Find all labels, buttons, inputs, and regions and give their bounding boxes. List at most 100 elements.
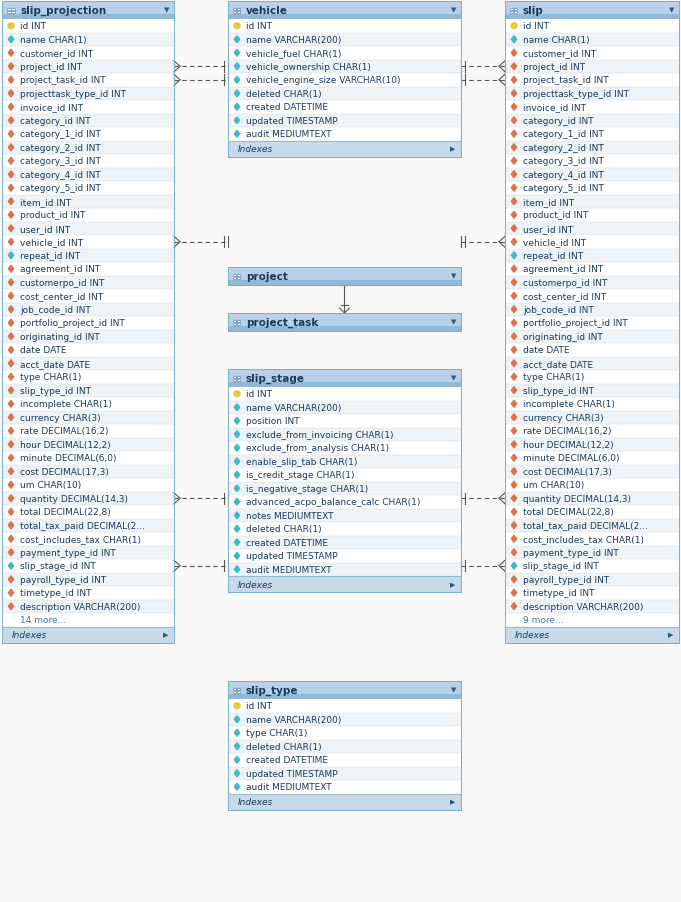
Text: ▼: ▼ <box>452 319 457 326</box>
Polygon shape <box>8 536 14 543</box>
Text: type CHAR(1): type CHAR(1) <box>246 729 307 738</box>
Bar <box>2 74 174 87</box>
Text: um CHAR(10): um CHAR(10) <box>523 481 584 490</box>
Text: portfolio_project_id INT: portfolio_project_id INT <box>523 319 628 328</box>
Text: project_task_id INT: project_task_id INT <box>523 76 609 85</box>
Polygon shape <box>8 78 14 84</box>
Bar <box>228 388 461 401</box>
Bar <box>2 330 174 344</box>
Text: vehicle_fuel CHAR(1): vehicle_fuel CHAR(1) <box>246 50 341 59</box>
Text: id INT: id INT <box>246 702 272 711</box>
Polygon shape <box>234 539 240 546</box>
Text: payroll_type_id INT: payroll_type_id INT <box>20 575 106 584</box>
Polygon shape <box>234 90 240 97</box>
Bar <box>228 681 461 810</box>
Polygon shape <box>8 400 14 408</box>
Bar <box>2 317 174 330</box>
Text: customer_id INT: customer_id INT <box>20 50 93 59</box>
Text: quantity DECIMAL(14,3): quantity DECIMAL(14,3) <box>20 494 128 503</box>
Text: category_2_id INT: category_2_id INT <box>20 143 101 152</box>
Bar <box>228 794 461 810</box>
Text: timetype_id INT: timetype_id INT <box>20 589 91 598</box>
Bar <box>2 128 174 142</box>
Bar <box>233 277 236 280</box>
Polygon shape <box>511 37 517 43</box>
Bar <box>2 398 174 411</box>
Polygon shape <box>8 212 14 219</box>
Text: um CHAR(10): um CHAR(10) <box>20 481 81 490</box>
Text: cost_center_id INT: cost_center_id INT <box>20 292 103 301</box>
Bar <box>2 249 174 262</box>
Bar <box>228 753 461 767</box>
Bar <box>2 519 174 532</box>
Text: audit MEDIUMTEXT: audit MEDIUMTEXT <box>246 566 332 574</box>
Bar <box>505 627 679 643</box>
Bar <box>505 196 679 208</box>
Bar <box>7 12 10 14</box>
Bar <box>505 33 679 47</box>
Polygon shape <box>234 757 240 763</box>
Text: slip_projection: slip_projection <box>20 5 106 15</box>
Circle shape <box>511 23 517 30</box>
Polygon shape <box>8 495 14 502</box>
Text: audit MEDIUMTEXT: audit MEDIUMTEXT <box>246 782 332 791</box>
Polygon shape <box>234 445 240 452</box>
Polygon shape <box>511 198 517 206</box>
Bar <box>233 12 236 14</box>
Text: slip_stage_id INT: slip_stage_id INT <box>20 562 96 571</box>
Text: 14 more...: 14 more... <box>20 615 66 624</box>
Polygon shape <box>234 512 240 520</box>
Bar <box>228 2 461 20</box>
Polygon shape <box>8 347 14 354</box>
Polygon shape <box>234 404 240 411</box>
Bar <box>233 320 236 323</box>
Polygon shape <box>234 743 240 750</box>
Bar <box>505 546 679 559</box>
Bar <box>237 320 240 323</box>
Text: repeat_id INT: repeat_id INT <box>20 252 80 261</box>
Text: customerpo_id INT: customerpo_id INT <box>523 279 607 288</box>
Bar <box>2 87 174 101</box>
Text: payment_type_id INT: payment_type_id INT <box>523 548 619 557</box>
Text: total_tax_paid DECIMAL(2...: total_tax_paid DECIMAL(2... <box>523 521 648 530</box>
Text: created DATETIME: created DATETIME <box>246 538 328 548</box>
Polygon shape <box>511 414 517 421</box>
Text: enable_slip_tab CHAR(1): enable_slip_tab CHAR(1) <box>246 457 358 466</box>
Polygon shape <box>511 590 517 596</box>
Text: slip_stage_id INT: slip_stage_id INT <box>523 562 599 571</box>
Text: product_id INT: product_id INT <box>20 211 85 220</box>
Text: exclude_from_invoicing CHAR(1): exclude_from_invoicing CHAR(1) <box>246 430 394 439</box>
Bar <box>505 142 679 155</box>
Bar <box>2 2 174 20</box>
Bar <box>2 600 174 613</box>
Polygon shape <box>8 293 14 300</box>
Bar <box>2 357 174 371</box>
Bar <box>510 8 513 11</box>
Bar <box>505 452 679 465</box>
Circle shape <box>234 703 240 709</box>
Bar <box>2 33 174 47</box>
Bar <box>228 713 461 726</box>
Polygon shape <box>511 293 517 300</box>
Bar <box>228 563 461 576</box>
Bar <box>11 8 14 11</box>
Polygon shape <box>511 185 517 192</box>
Bar <box>505 505 679 519</box>
Bar <box>228 370 461 593</box>
Bar <box>505 559 679 573</box>
Bar <box>505 344 679 357</box>
Bar <box>505 249 679 262</box>
Text: project_id INT: project_id INT <box>20 62 82 71</box>
Text: cost_includes_tax CHAR(1): cost_includes_tax CHAR(1) <box>20 535 141 544</box>
Text: type CHAR(1): type CHAR(1) <box>523 373 584 382</box>
Text: category_2_id INT: category_2_id INT <box>523 143 604 152</box>
Polygon shape <box>8 468 14 475</box>
Bar <box>505 182 679 196</box>
Text: type CHAR(1): type CHAR(1) <box>20 373 81 382</box>
Text: notes MEDIUMTEXT: notes MEDIUMTEXT <box>246 511 334 520</box>
Text: ▼: ▼ <box>164 7 170 14</box>
Bar <box>237 379 240 382</box>
Bar <box>2 115 174 128</box>
Polygon shape <box>8 414 14 421</box>
Text: item_id INT: item_id INT <box>20 198 71 207</box>
